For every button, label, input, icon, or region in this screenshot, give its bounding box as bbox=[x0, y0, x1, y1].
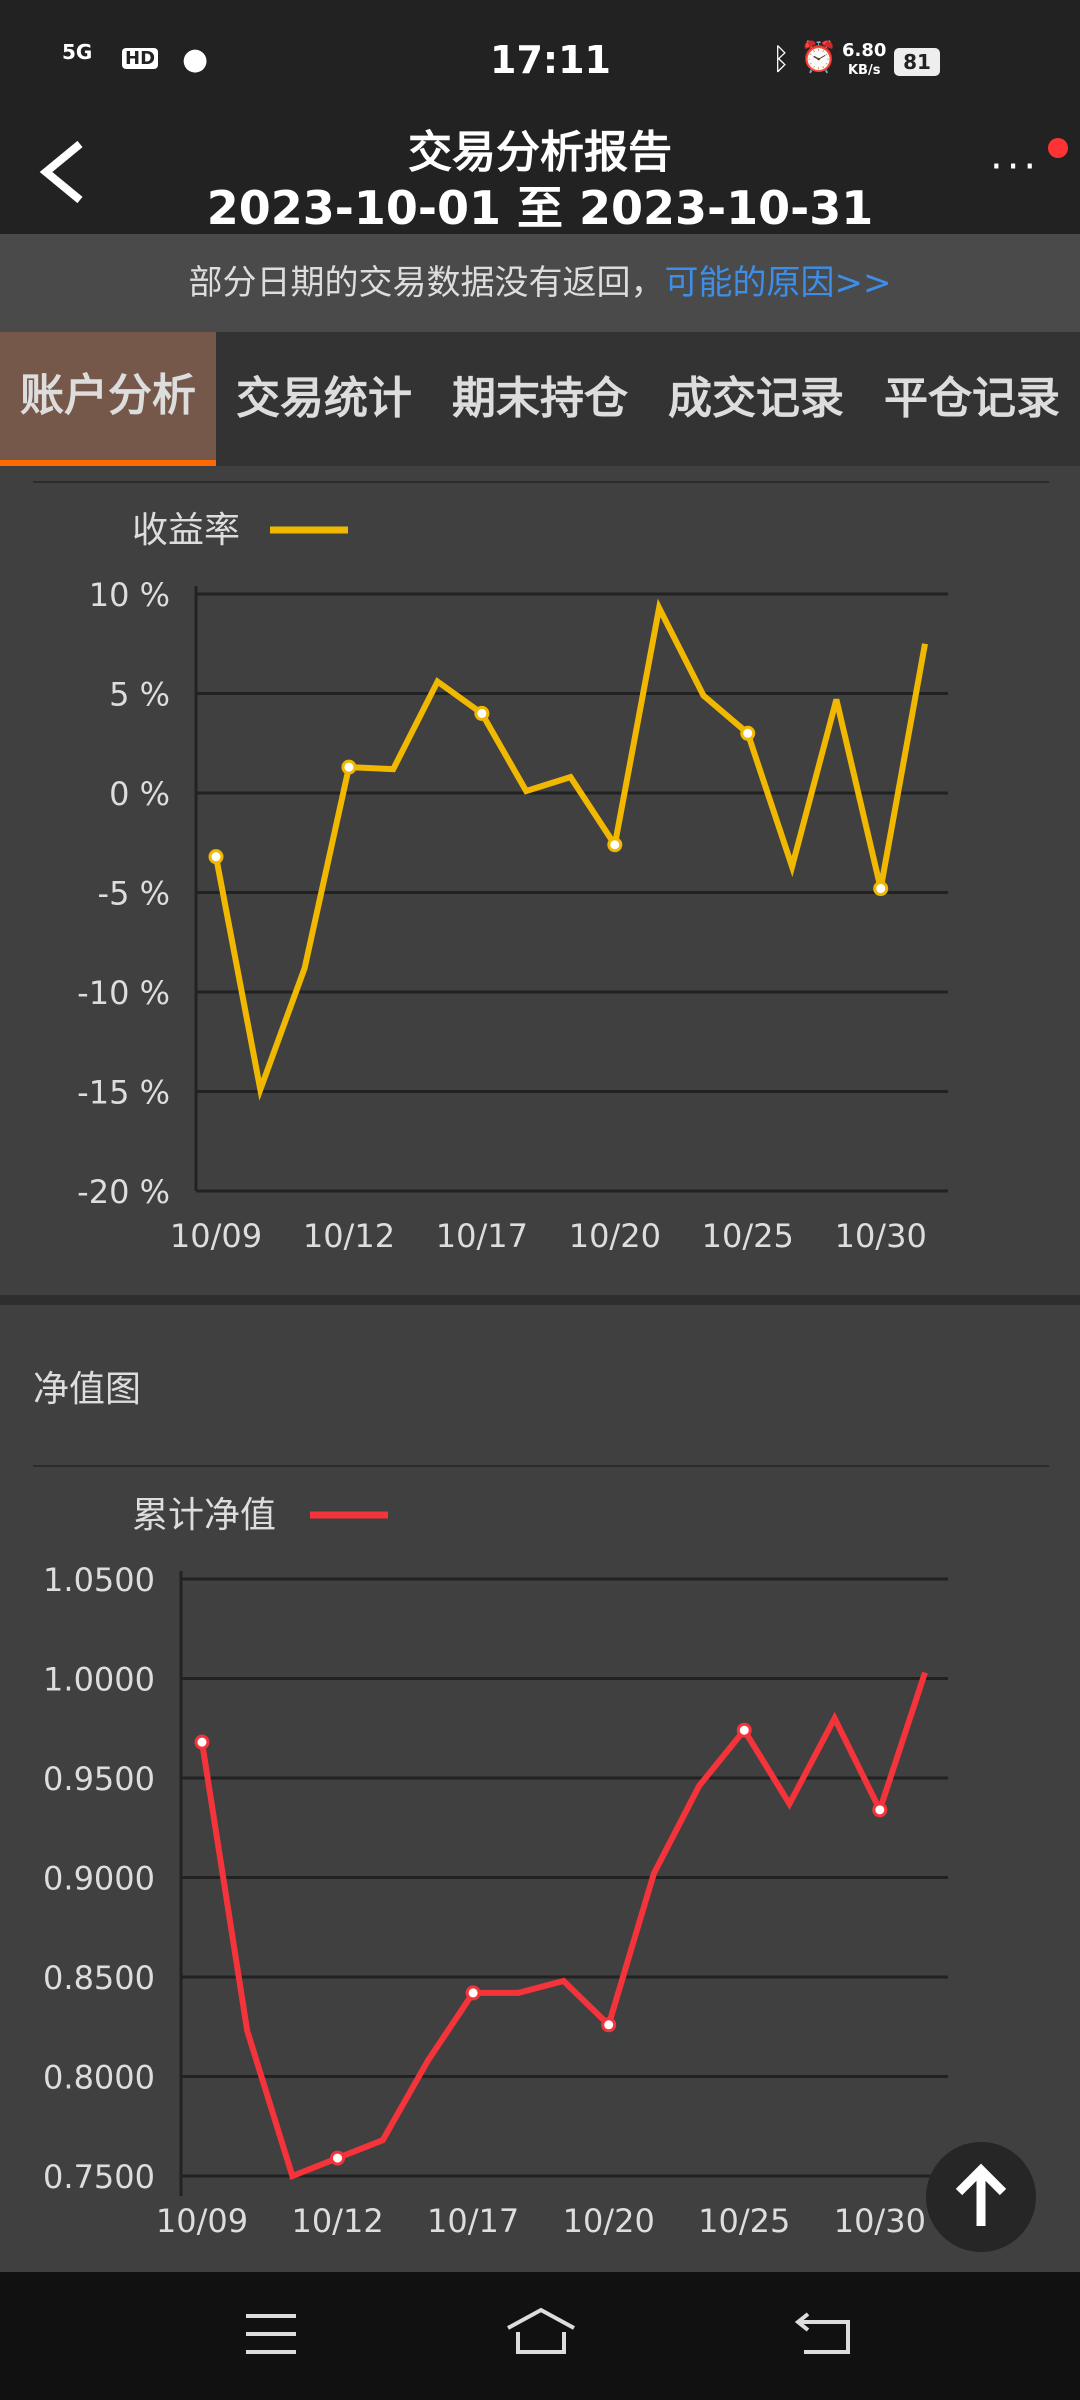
tab-account-analysis[interactable]: 账户分析 bbox=[0, 332, 216, 466]
data-point bbox=[465, 1985, 481, 2001]
wechat-icon: ● bbox=[182, 42, 209, 77]
net-value-chart: 累计净值 1.0500 1.0000 0.9500 0.9000 0.8500 0.8000… bbox=[43, 1495, 948, 2240]
more-button[interactable]: ··· bbox=[990, 144, 1041, 190]
clock: 17:11 bbox=[490, 38, 611, 82]
header: 交易分析报告 2023-10-01 至 2023-10-31 ··· bbox=[0, 110, 1080, 235]
y-tick-label: 0.8000 bbox=[43, 2059, 155, 2097]
navigation-bar bbox=[0, 2272, 1080, 2400]
data-point bbox=[873, 881, 889, 897]
back-icon[interactable] bbox=[794, 2308, 854, 2358]
possible-reasons-link[interactable]: 可能的原因>> bbox=[664, 263, 892, 303]
y-tick-label: 0 % bbox=[109, 775, 170, 813]
data-point bbox=[872, 1802, 888, 1818]
page-title: 交易分析报告 bbox=[408, 127, 672, 178]
battery-indicator: 81 bbox=[894, 48, 940, 76]
y-tick-label: 5 % bbox=[109, 676, 170, 714]
menu-icon[interactable] bbox=[244, 2312, 300, 2356]
status-bar: 5G HD ● 17:11 ᛒ ⏰ 6.80 KB/s 81 bbox=[0, 0, 1080, 110]
data-point bbox=[474, 705, 490, 721]
y-tick-label: 0.9000 bbox=[43, 1860, 155, 1898]
y-tick-label: 0.9500 bbox=[43, 1760, 155, 1798]
y-tick-label: 1.0000 bbox=[43, 1661, 155, 1699]
series-line bbox=[213, 598, 928, 1101]
tab-bar: 账户分析 交易统计 期末持仓 成交记录 平仓记录 bbox=[0, 332, 1080, 466]
divider bbox=[33, 481, 1049, 483]
data-point bbox=[607, 837, 623, 853]
data-point bbox=[736, 1722, 752, 1738]
x-tick-label: 10/09 bbox=[170, 1217, 262, 1255]
tab-fill-records[interactable]: 成交记录 bbox=[668, 373, 844, 424]
data-point bbox=[341, 759, 357, 775]
x-tick-label: 10/12 bbox=[303, 1217, 395, 1255]
x-tick-label: 10/25 bbox=[702, 1217, 794, 1255]
x-tick-label: 10/12 bbox=[291, 2202, 383, 2240]
notice-text: 部分日期的交易数据没有返回， bbox=[188, 263, 665, 303]
scroll-top-button[interactable] bbox=[926, 2142, 1036, 2252]
y-tick-label: 1.0500 bbox=[43, 1561, 155, 1599]
network-speed: 6.80 KB/s bbox=[842, 40, 887, 79]
tab-close-records[interactable]: 平仓记录 bbox=[884, 373, 1060, 424]
x-tick-label: 10/20 bbox=[563, 2202, 655, 2240]
x-tick-label: 10/17 bbox=[427, 2202, 519, 2240]
data-point bbox=[740, 725, 756, 741]
network-indicator: 5G bbox=[62, 40, 93, 64]
y-tick-label: 0.7500 bbox=[43, 2158, 155, 2196]
hd-badge: HD bbox=[122, 48, 159, 69]
y-tick-label: 10 % bbox=[89, 576, 170, 614]
arrow-up-icon bbox=[955, 2163, 1007, 2226]
section-divider bbox=[0, 1295, 1080, 1305]
x-tick-label: 10/25 bbox=[698, 2202, 790, 2240]
y-tick-label: -20 % bbox=[77, 1173, 170, 1211]
divider bbox=[33, 1465, 1049, 1467]
tab-end-positions[interactable]: 期末持仓 bbox=[452, 373, 628, 424]
data-point bbox=[330, 2150, 346, 2166]
data-point bbox=[194, 1734, 210, 1750]
back-button[interactable] bbox=[36, 140, 90, 204]
legend-label: 累计净值 bbox=[132, 1495, 276, 1536]
data-point bbox=[208, 849, 224, 865]
series-line bbox=[199, 1671, 928, 2180]
x-tick-label: 10/30 bbox=[834, 2202, 926, 2240]
alarm-icon: ⏰ bbox=[800, 40, 838, 75]
legend-label: 收益率 bbox=[132, 510, 240, 551]
data-point bbox=[601, 2017, 617, 2033]
x-tick-label: 10/09 bbox=[156, 2202, 248, 2240]
date-range: 2023-10-01 至 2023-10-31 bbox=[206, 181, 874, 235]
home-icon[interactable] bbox=[504, 2306, 578, 2356]
notification-dot bbox=[1048, 138, 1068, 158]
y-tick-label: -10 % bbox=[77, 974, 170, 1012]
x-tick-label: 10/17 bbox=[436, 1217, 528, 1255]
y-tick-label: 0.8500 bbox=[43, 1959, 155, 1997]
bluetooth-icon: ᛒ bbox=[772, 42, 790, 77]
notice-bar: 部分日期的交易数据没有返回，可能的原因>> bbox=[0, 234, 1080, 332]
tab-trade-stats[interactable]: 交易统计 bbox=[236, 373, 412, 424]
x-tick-label: 10/30 bbox=[835, 1217, 927, 1255]
section-title: 净值图 bbox=[33, 1369, 142, 1410]
return-rate-chart: 收益率 10 % 5 % 0 % -5 % -10 % -15 % -20 %10/09 10/… bbox=[77, 510, 948, 1255]
x-tick-label: 10/20 bbox=[569, 1217, 661, 1255]
y-tick-label: -5 % bbox=[98, 875, 170, 913]
y-tick-label: -15 % bbox=[77, 1074, 170, 1112]
